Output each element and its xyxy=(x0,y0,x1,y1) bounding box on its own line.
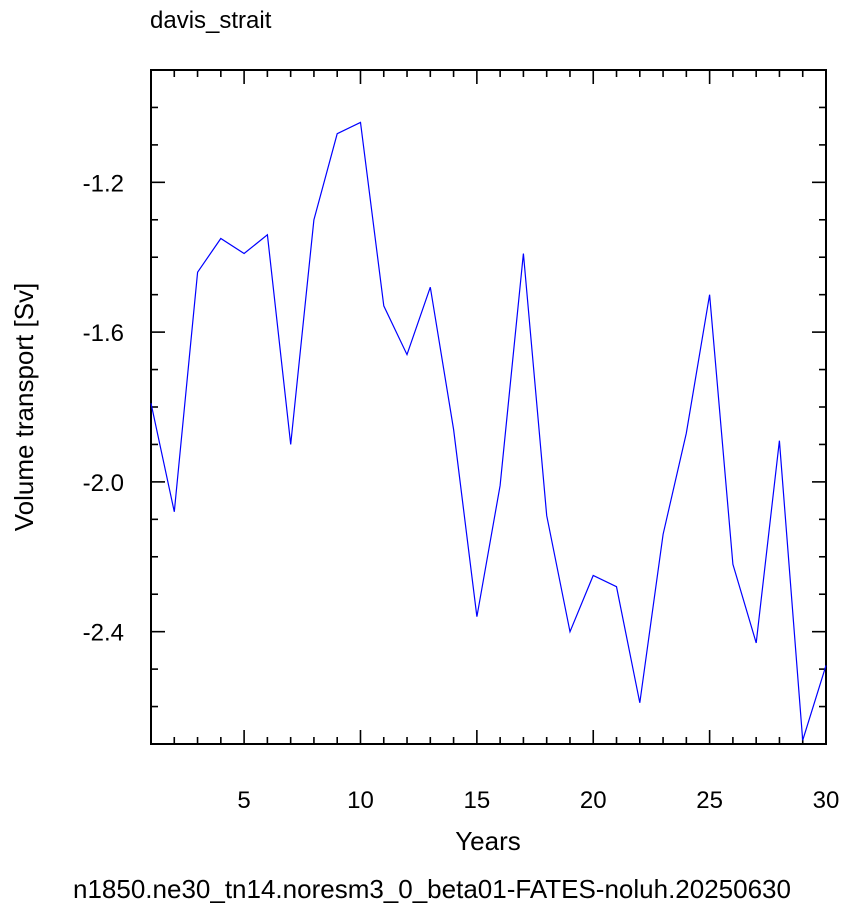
footer-caption: n1850.ne30_tn14.noresm3_0_beta01-FATES-n… xyxy=(73,874,791,904)
y-tick-label: -1.2 xyxy=(83,170,124,197)
axis-ticks xyxy=(150,69,827,745)
y-axis-label: Volume transport [Sv] xyxy=(9,283,39,532)
x-tick-label: 25 xyxy=(696,787,723,814)
x-tick-label: 15 xyxy=(464,787,491,814)
y-tick-label: -2.0 xyxy=(83,470,124,497)
x-tick-label: 30 xyxy=(813,787,840,814)
x-tick-label: 10 xyxy=(347,787,374,814)
series-line xyxy=(150,121,827,741)
x-tick-labels: 5 10 15 20 25 30 xyxy=(237,787,839,814)
y-tick-label: -2.4 xyxy=(83,620,124,647)
x-tick-label: 5 xyxy=(237,787,250,814)
y-tick-labels: -1.2 -1.6 -2.0 -2.4 xyxy=(83,170,124,646)
plot-frame xyxy=(150,69,827,745)
chart-title: davis_strait xyxy=(150,7,272,34)
x-axis-label: Years xyxy=(455,826,521,856)
x-tick-label: 20 xyxy=(580,787,607,814)
y-tick-label: -1.6 xyxy=(83,320,124,347)
